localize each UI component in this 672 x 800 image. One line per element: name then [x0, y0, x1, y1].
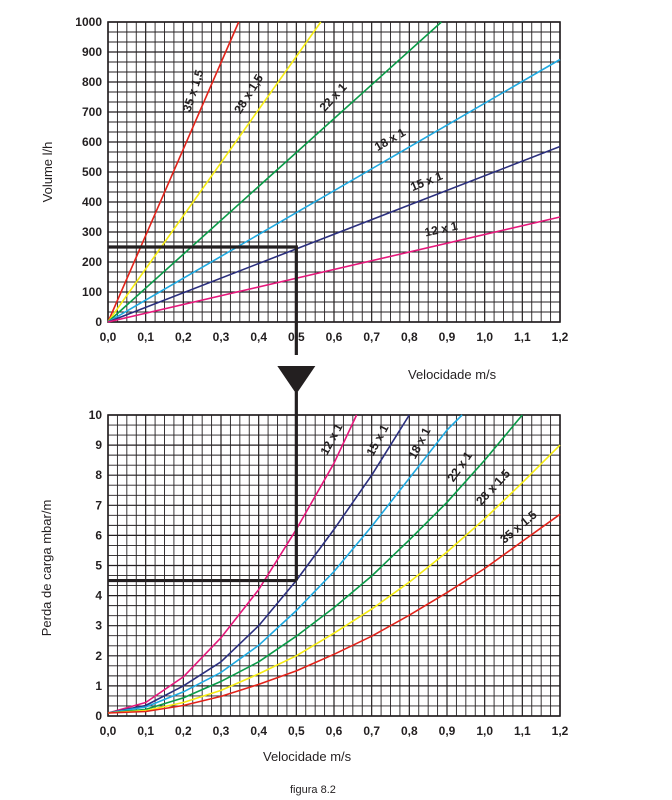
bottom-x-tick-label: 1,0 [476, 724, 493, 738]
bottom-series-label-22-x-1: 22 x 1 [444, 449, 475, 485]
bottom-series-line-28-x-1-5 [107, 444, 561, 714]
top-series-label-12-x-1: 12 x 1 [423, 219, 459, 240]
bottom-x-axis-label: Velocidade m/s [263, 749, 352, 764]
bottom-y-tick-label: 1 [95, 679, 102, 693]
pressure-loss-chart: 0,0 0,1 0,2 0,3 0,4 0,5 0,6 0,7 0,8 0,9 1,0 1,1 1,2 0… [89, 408, 569, 738]
bottom-x-tick-label: 0,5 [288, 724, 305, 738]
bottom-y-tick-label: 0 [95, 709, 102, 723]
top-x-tick-label: 1,2 [552, 330, 569, 344]
top-x-tick-label: 0,9 [439, 330, 456, 344]
bottom-x-tick-label: 0,6 [326, 724, 343, 738]
bottom-series-line-22-x-1 [107, 414, 523, 714]
bottom-x-tick-label: 0,1 [137, 724, 154, 738]
bottom-y-tick-label: 3 [95, 619, 102, 633]
top-y-tick-label: 800 [82, 75, 102, 89]
bottom-x-tick-label: 0,8 [401, 724, 418, 738]
top-y-tick-label: 100 [82, 285, 102, 299]
down-arrow-icon [277, 366, 316, 394]
top-y-tick-label: 500 [82, 165, 102, 179]
top-x-tick-label: 0,1 [137, 330, 154, 344]
top-series-label-28-x-1-5: 28 x 1,5 [231, 72, 266, 116]
top-x-tick-label: 0,0 [100, 330, 117, 344]
bottom-x-tick-label: 0,9 [439, 724, 456, 738]
top-reading-line [108, 245, 298, 355]
top-series-line-15-x-1 [107, 145, 561, 323]
bottom-grid [107, 414, 561, 717]
top-x-tick-label: 0,2 [175, 330, 192, 344]
top-x-tick-label: 0,3 [213, 330, 230, 344]
top-series-line-28-x-1-5 [107, 21, 322, 323]
bottom-series-line-18-x-1 [107, 414, 463, 714]
top-x-tick-label: 0,7 [363, 330, 380, 344]
bottom-y-tick-label: 10 [89, 408, 103, 422]
bottom-x-tick-label: 0,4 [250, 724, 267, 738]
bottom-x-tick-label: 1,2 [552, 724, 569, 738]
bottom-plot-frame [107, 414, 561, 717]
bottom-series-line-12-x-1 [107, 414, 358, 714]
top-series-line-35-x-1-5 [107, 21, 240, 323]
top-x-tick-label: 0,4 [250, 330, 267, 344]
bottom-y-tick-label: 7 [95, 498, 102, 512]
top-y-tick-label: 0 [95, 315, 102, 329]
bottom-series-label-12-x-1: 12 x 1 [317, 421, 345, 457]
bottom-x-tick-label: 0,0 [100, 724, 117, 738]
top-grid [107, 21, 561, 323]
top-y-tick-label: 200 [82, 255, 102, 269]
top-x-tick-label: 0,6 [326, 330, 343, 344]
top-y-tick-label: 400 [82, 195, 102, 209]
top-y-tick-label: 1000 [75, 15, 102, 29]
top-series-line-22-x-1 [107, 21, 442, 323]
top-y-tick-label: 600 [82, 135, 102, 149]
bottom-x-tick-label: 0,2 [175, 724, 192, 738]
bottom-series-label-28-x-1-5: 28 x 1.5 [473, 466, 513, 508]
bottom-y-tick-label: 9 [95, 438, 102, 452]
top-plot-frame [107, 21, 561, 323]
bottom-x-tick-label: 0,7 [363, 724, 380, 738]
bottom-series-line-35-x-1-5 [107, 513, 561, 714]
top-x-axis-label: Velocidade m/s [408, 367, 497, 382]
figure-caption: figura 8.2 [290, 784, 336, 796]
bottom-y-tick-label: 2 [95, 649, 102, 663]
bottom-series-label-15-x-1: 15 x 1 [363, 422, 391, 458]
top-series-line-18-x-1 [107, 58, 561, 323]
top-y-tick-label: 900 [82, 45, 102, 59]
top-x-tick-label: 1,1 [514, 330, 531, 344]
top-x-tick-label: 1,0 [476, 330, 493, 344]
top-y-tick-label: 300 [82, 225, 102, 239]
top-series-line-12-x-1 [107, 216, 561, 323]
bottom-x-tick-label: 1,1 [514, 724, 531, 738]
bottom-y-tick-label: 6 [95, 528, 102, 542]
bottom-y-tick-label: 4 [95, 589, 102, 603]
top-x-tick-label: 0,8 [401, 330, 418, 344]
top-y-axis-label: Volume l/h [40, 142, 55, 203]
bottom-series-line-15-x-1 [107, 414, 410, 714]
reading-guide [108, 245, 316, 583]
bottom-y-tick-label: 5 [95, 559, 102, 573]
bottom-y-axis-label: Perda de carga mbar/m [39, 500, 54, 637]
top-y-tick-label: 700 [82, 105, 102, 119]
bottom-y-tick-label: 8 [95, 468, 102, 482]
bottom-x-tick-label: 0,3 [213, 724, 230, 738]
volume-chart: 0,0 0,1 0,2 0,3 0,4 0,5 0,6 0,7 0,8 0,9 1,0 1,1 1,20… [75, 15, 568, 344]
